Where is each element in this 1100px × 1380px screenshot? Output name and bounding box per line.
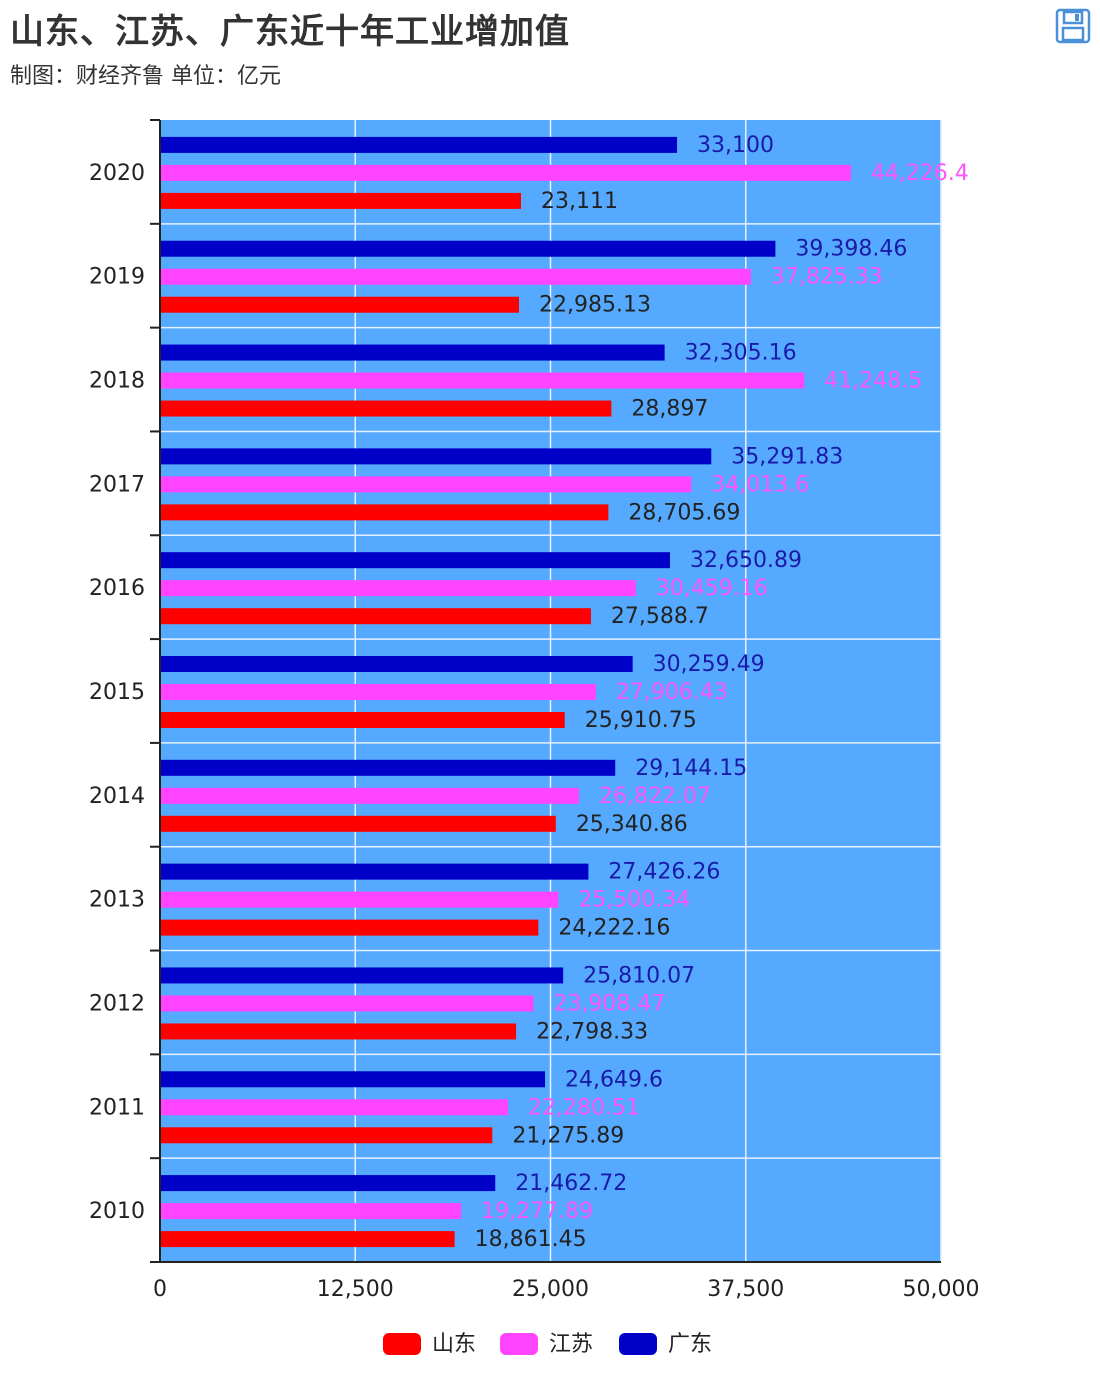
page-title: 山东、江苏、广东近十年工业增加值 — [10, 12, 570, 52]
data-label: 27,588.7 — [611, 604, 709, 629]
data-label: 22,280.51 — [528, 1095, 640, 1120]
data-label: 24,222.16 — [558, 916, 670, 941]
bar — [161, 372, 805, 389]
bar — [161, 1175, 496, 1192]
bar — [161, 344, 665, 361]
bar — [161, 863, 589, 880]
data-label: 25,810.07 — [583, 963, 695, 988]
legend-label: 广东 — [668, 1332, 712, 1357]
bar — [161, 580, 636, 597]
y-tick-label: 2019 — [89, 265, 145, 290]
data-label: 26,822.07 — [599, 784, 711, 809]
bar — [161, 995, 534, 1012]
data-label: 25,910.75 — [585, 708, 697, 733]
data-label: 30,259.49 — [653, 652, 765, 677]
data-label: 21,275.89 — [512, 1123, 624, 1148]
data-label: 24,649.6 — [565, 1067, 663, 1092]
legend-label: 江苏 — [549, 1332, 593, 1357]
data-label: 22,985.13 — [539, 293, 651, 318]
y-tick-label: 2020 — [89, 161, 145, 186]
data-label: 27,426.26 — [608, 860, 720, 885]
bar — [161, 919, 539, 936]
data-label: 18,861.45 — [475, 1227, 587, 1252]
save-icon[interactable] — [1055, 8, 1091, 44]
bar — [161, 164, 851, 181]
x-tick-label: 25,000 — [512, 1277, 589, 1302]
bar — [161, 192, 521, 209]
bar — [161, 448, 712, 465]
bar — [161, 504, 609, 521]
y-tick-label: 2015 — [89, 680, 145, 705]
data-label: 32,305.16 — [685, 341, 797, 366]
bar — [161, 815, 556, 832]
data-label: 35,291.83 — [731, 444, 843, 469]
y-tick-label: 2018 — [89, 369, 145, 394]
bar — [161, 1231, 455, 1248]
bar — [161, 136, 678, 153]
data-label: 23,908.47 — [553, 991, 665, 1016]
bar — [161, 1071, 546, 1088]
y-tick-label: 2010 — [89, 1199, 145, 1224]
page-subtitle: 制图：财经齐鲁 单位：亿元 — [10, 64, 281, 89]
bar — [161, 608, 591, 625]
data-label: 41,248.5 — [824, 369, 922, 394]
bar — [161, 296, 520, 313]
x-tick-label: 0 — [153, 1277, 167, 1302]
y-tick-label: 2016 — [89, 576, 145, 601]
bar — [161, 1023, 517, 1040]
x-tick-label: 50,000 — [903, 1277, 980, 1302]
data-label: 25,340.86 — [576, 812, 688, 837]
data-label: 28,705.69 — [628, 500, 740, 525]
legend-swatch — [500, 1333, 538, 1355]
bar — [161, 712, 565, 728]
bar — [161, 656, 633, 672]
x-tick-label: 37,500 — [707, 1277, 784, 1302]
bar — [161, 400, 612, 417]
data-label: 37,825.33 — [771, 265, 883, 290]
bar — [161, 759, 616, 776]
y-tick-label: 2017 — [89, 472, 145, 497]
y-tick-label: 2012 — [89, 991, 145, 1016]
data-label: 39,398.46 — [795, 237, 907, 262]
bar — [161, 268, 751, 285]
data-label: 29,144.15 — [635, 756, 747, 781]
data-label: 27,906.43 — [616, 680, 728, 705]
bar — [161, 787, 579, 804]
data-label: 21,462.72 — [515, 1171, 627, 1196]
bar — [161, 1203, 462, 1220]
bar — [161, 476, 692, 493]
bar — [161, 1127, 493, 1144]
data-label: 25,500.34 — [578, 888, 690, 913]
legend-swatch — [619, 1333, 657, 1355]
bar — [161, 684, 596, 700]
data-label: 34,013.6 — [711, 472, 809, 497]
legend-label: 山东 — [432, 1332, 476, 1357]
y-tick-label: 2011 — [89, 1095, 145, 1120]
x-tick-label: 12,500 — [317, 1277, 394, 1302]
data-label: 32,650.89 — [690, 548, 802, 573]
y-tick-label: 2013 — [89, 888, 145, 913]
bar — [161, 1099, 509, 1116]
data-label: 22,798.33 — [536, 1019, 648, 1044]
data-label: 23,111 — [541, 189, 618, 214]
bar — [161, 552, 671, 569]
data-label: 44,226.4 — [871, 161, 969, 186]
legend-swatch — [383, 1333, 421, 1355]
bar — [161, 891, 559, 908]
data-label: 19,277.89 — [481, 1199, 593, 1224]
data-label: 28,897 — [631, 397, 708, 422]
bar — [161, 240, 776, 257]
data-label: 30,459.16 — [656, 576, 768, 601]
data-label: 33,100 — [697, 133, 774, 158]
y-tick-label: 2014 — [89, 784, 145, 809]
bar — [161, 967, 564, 984]
